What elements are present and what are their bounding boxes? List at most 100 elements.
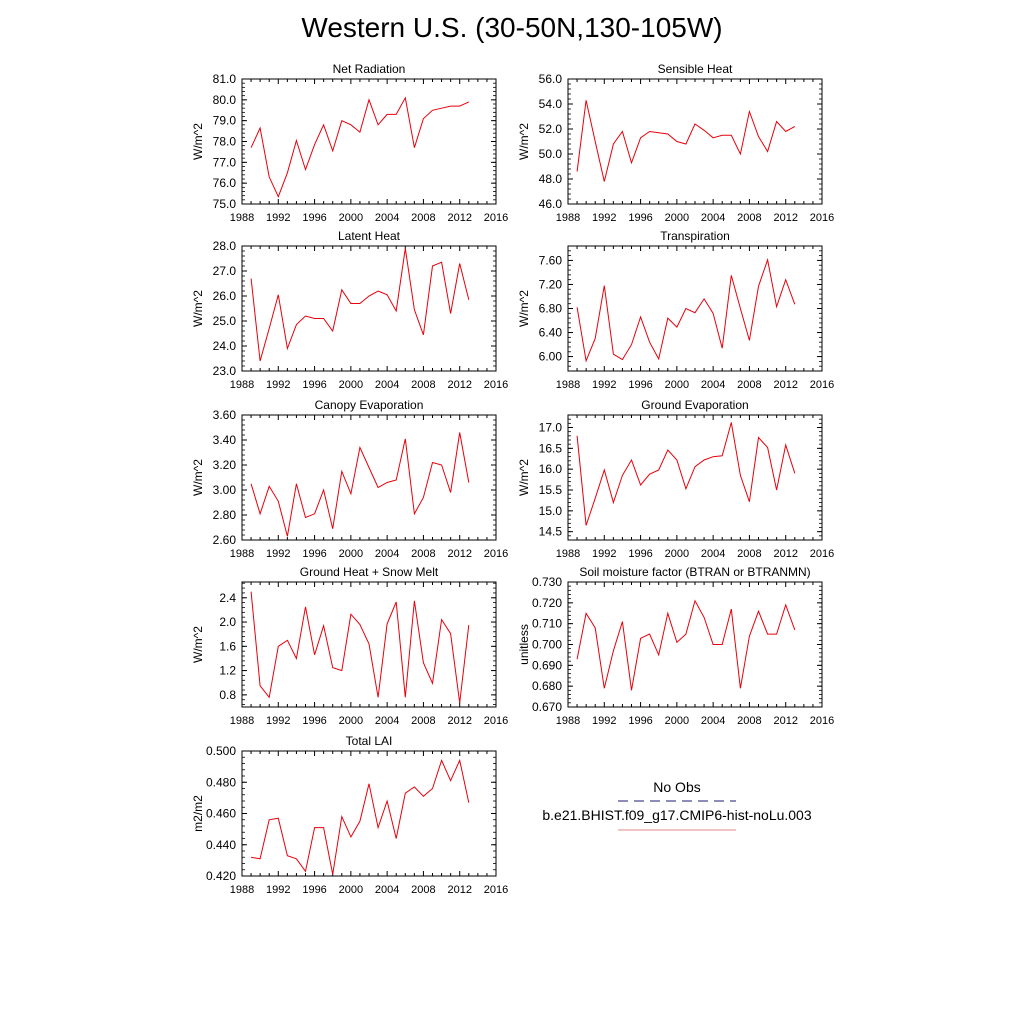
x-tick-label-total-lai: 2012 — [447, 884, 471, 896]
y-tick-label-transpiration: 7.60 — [539, 253, 563, 267]
x-tick-label-sensible-heat: 2000 — [665, 212, 689, 224]
panel-title-latent-heat: Latent Heat — [338, 229, 401, 243]
y-tick-label-total-lai: 0.440 — [206, 838, 236, 852]
x-tick-label-total-lai: 2008 — [411, 884, 435, 896]
series-line-transpiration — [576, 257, 796, 363]
series-line-latent-heat — [250, 248, 470, 362]
x-tick-label-latent-heat: 1992 — [266, 379, 290, 391]
x-tick-label-transpiration: 2008 — [737, 379, 761, 391]
x-tick-label-canopy-evaporation: 2000 — [339, 548, 363, 560]
y-tick-label-canopy-evaporation: 3.20 — [213, 458, 237, 472]
x-tick-label-ground-evaporation: 2004 — [701, 548, 725, 560]
y-tick-label-total-lai: 0.420 — [206, 869, 236, 883]
panel-ground-heat-snow-melt: Ground Heat + Snow Melt W/m^2 1988 1992 1996… — [191, 565, 508, 727]
x-tick-label-total-lai: 1988 — [230, 884, 254, 896]
x-tick-label-latent-heat: 1996 — [302, 379, 326, 391]
x-tick-label-total-lai: 2000 — [339, 884, 363, 896]
panel-title-transpiration: Transpiration — [660, 229, 730, 243]
x-tick-label-sensible-heat: 1992 — [592, 212, 616, 224]
x-tick-label-ground-evaporation: 1988 — [556, 548, 580, 560]
y-tick-label-canopy-evaporation: 3.40 — [213, 433, 237, 447]
y-tick-label-ground-evaporation: 17.0 — [539, 421, 563, 435]
y-tick-label-ground-evaporation: 15.5 — [539, 483, 563, 497]
y-tick-label-ground-evaporation: 16.5 — [539, 441, 563, 455]
y-axis-label-net-radiation: W/m^2 — [191, 123, 205, 160]
x-tick-label-ground-evaporation: 2008 — [737, 548, 761, 560]
series-line-ground-evaporation — [576, 422, 796, 526]
y-tick-label-transpiration: 6.40 — [539, 326, 563, 340]
y-tick-label-ground-heat-snow-melt: 2.4 — [219, 591, 236, 605]
plot-frame-canopy-evaporation — [241, 414, 497, 541]
plot-frame-sensible-heat — [567, 78, 823, 205]
panel-title-ground-heat-snow-melt: Ground Heat + Snow Melt — [300, 565, 439, 579]
y-tick-label-ground-evaporation: 15.0 — [539, 504, 563, 518]
x-tick-label-transpiration: 1992 — [592, 379, 616, 391]
x-tick-label-soil-moisture-factor-btran-or-btranmn: 1988 — [556, 715, 580, 727]
x-tick-label-canopy-evaporation: 1992 — [266, 548, 290, 560]
y-tick-label-latent-heat: 24.0 — [213, 339, 237, 353]
y-tick-label-canopy-evaporation: 2.80 — [213, 508, 237, 522]
x-tick-label-ground-evaporation: 2012 — [773, 548, 797, 560]
x-tick-label-sensible-heat: 2008 — [737, 212, 761, 224]
y-tick-label-net-radiation: 77.0 — [213, 155, 237, 169]
panel-ground-evaporation: Ground Evaporation W/m^2 1988 1992 1996 2000 2… — [517, 398, 834, 560]
x-tick-label-net-radiation: 2004 — [375, 212, 399, 224]
x-tick-label-canopy-evaporation: 2004 — [375, 548, 399, 560]
y-tick-label-net-radiation: 78.0 — [213, 135, 237, 149]
y-tick-label-ground-heat-snow-melt: 1.2 — [219, 664, 236, 678]
y-axis-label-canopy-evaporation: W/m^2 — [191, 459, 205, 496]
x-tick-label-net-radiation: 1992 — [266, 212, 290, 224]
y-tick-label-transpiration: 7.20 — [539, 277, 563, 291]
x-tick-label-ground-heat-snow-melt: 2000 — [339, 715, 363, 727]
y-tick-label-sensible-heat: 56.0 — [539, 72, 563, 86]
plot-frame-total-lai — [241, 750, 497, 877]
y-tick-label-soil-moisture-factor-btran-or-btranmn: 0.720 — [532, 596, 562, 610]
x-tick-label-transpiration: 1988 — [556, 379, 580, 391]
x-tick-label-net-radiation: 1996 — [302, 212, 326, 224]
y-tick-label-transpiration: 6.80 — [539, 302, 563, 316]
x-tick-label-sensible-heat: 1988 — [556, 212, 580, 224]
x-tick-label-net-radiation: 2008 — [411, 212, 435, 224]
y-tick-label-net-radiation: 80.0 — [213, 93, 237, 107]
y-axis-label-latent-heat: W/m^2 — [191, 290, 205, 327]
x-tick-label-soil-moisture-factor-btran-or-btranmn: 2012 — [773, 715, 797, 727]
plot-frame-latent-heat — [241, 245, 497, 372]
y-tick-label-total-lai: 0.480 — [206, 775, 236, 789]
y-axis-label-ground-evaporation: W/m^2 — [517, 459, 531, 496]
panel-soil-moisture-factor-btran-or-btranmn: Soil moisture factor (BTRAN or BTRANMN) u… — [517, 565, 834, 727]
x-tick-label-canopy-evaporation: 2008 — [411, 548, 435, 560]
x-tick-label-canopy-evaporation: 1996 — [302, 548, 326, 560]
x-tick-label-ground-heat-snow-melt: 2012 — [447, 715, 471, 727]
series-line-sensible-heat — [576, 100, 796, 182]
x-tick-label-transpiration: 2004 — [701, 379, 725, 391]
x-tick-label-total-lai: 1992 — [266, 884, 290, 896]
panel-title-canopy-evaporation: Canopy Evaporation — [315, 398, 424, 412]
panel-net-radiation: Net Radiation W/m^2 1988 1992 1996 2000 2004 20… — [191, 62, 508, 224]
x-tick-label-net-radiation: 2000 — [339, 212, 363, 224]
x-tick-label-total-lai: 1996 — [302, 884, 326, 896]
series-line-net-radiation — [250, 96, 470, 198]
y-tick-label-latent-heat: 25.0 — [213, 314, 237, 328]
x-tick-label-transpiration: 2016 — [810, 379, 834, 391]
y-tick-label-net-radiation: 79.0 — [213, 114, 237, 128]
series-line-ground-heat-snow-melt — [250, 591, 470, 703]
x-tick-label-ground-heat-snow-melt: 1996 — [302, 715, 326, 727]
y-tick-label-net-radiation: 76.0 — [213, 176, 237, 190]
y-tick-label-soil-moisture-factor-btran-or-btranmn: 0.690 — [532, 658, 562, 672]
panel-total-lai: Total LAI m2/m2 1988 1992 1996 2000 2004 2008 20… — [191, 734, 508, 896]
x-tick-label-ground-evaporation: 1992 — [592, 548, 616, 560]
plot-frame-transpiration — [567, 245, 823, 372]
x-tick-label-ground-heat-snow-melt: 2016 — [484, 715, 508, 727]
x-tick-label-canopy-evaporation: 2012 — [447, 548, 471, 560]
x-tick-label-transpiration: 2012 — [773, 379, 797, 391]
legend-label-no-obs: No Obs — [653, 779, 700, 795]
x-tick-label-net-radiation: 2016 — [484, 212, 508, 224]
y-tick-label-canopy-evaporation: 3.60 — [213, 408, 237, 422]
y-tick-label-latent-heat: 26.0 — [213, 289, 237, 303]
y-tick-label-soil-moisture-factor-btran-or-btranmn: 0.700 — [532, 638, 562, 652]
x-tick-label-transpiration: 2000 — [665, 379, 689, 391]
y-tick-label-soil-moisture-factor-btran-or-btranmn: 0.730 — [532, 575, 562, 589]
x-tick-label-net-radiation: 2012 — [447, 212, 471, 224]
panel-title-soil-moisture-factor-btran-or-btranmn: Soil moisture factor (BTRAN or BTRANMN) — [579, 565, 810, 579]
x-tick-label-soil-moisture-factor-btran-or-btranmn: 1996 — [628, 715, 652, 727]
